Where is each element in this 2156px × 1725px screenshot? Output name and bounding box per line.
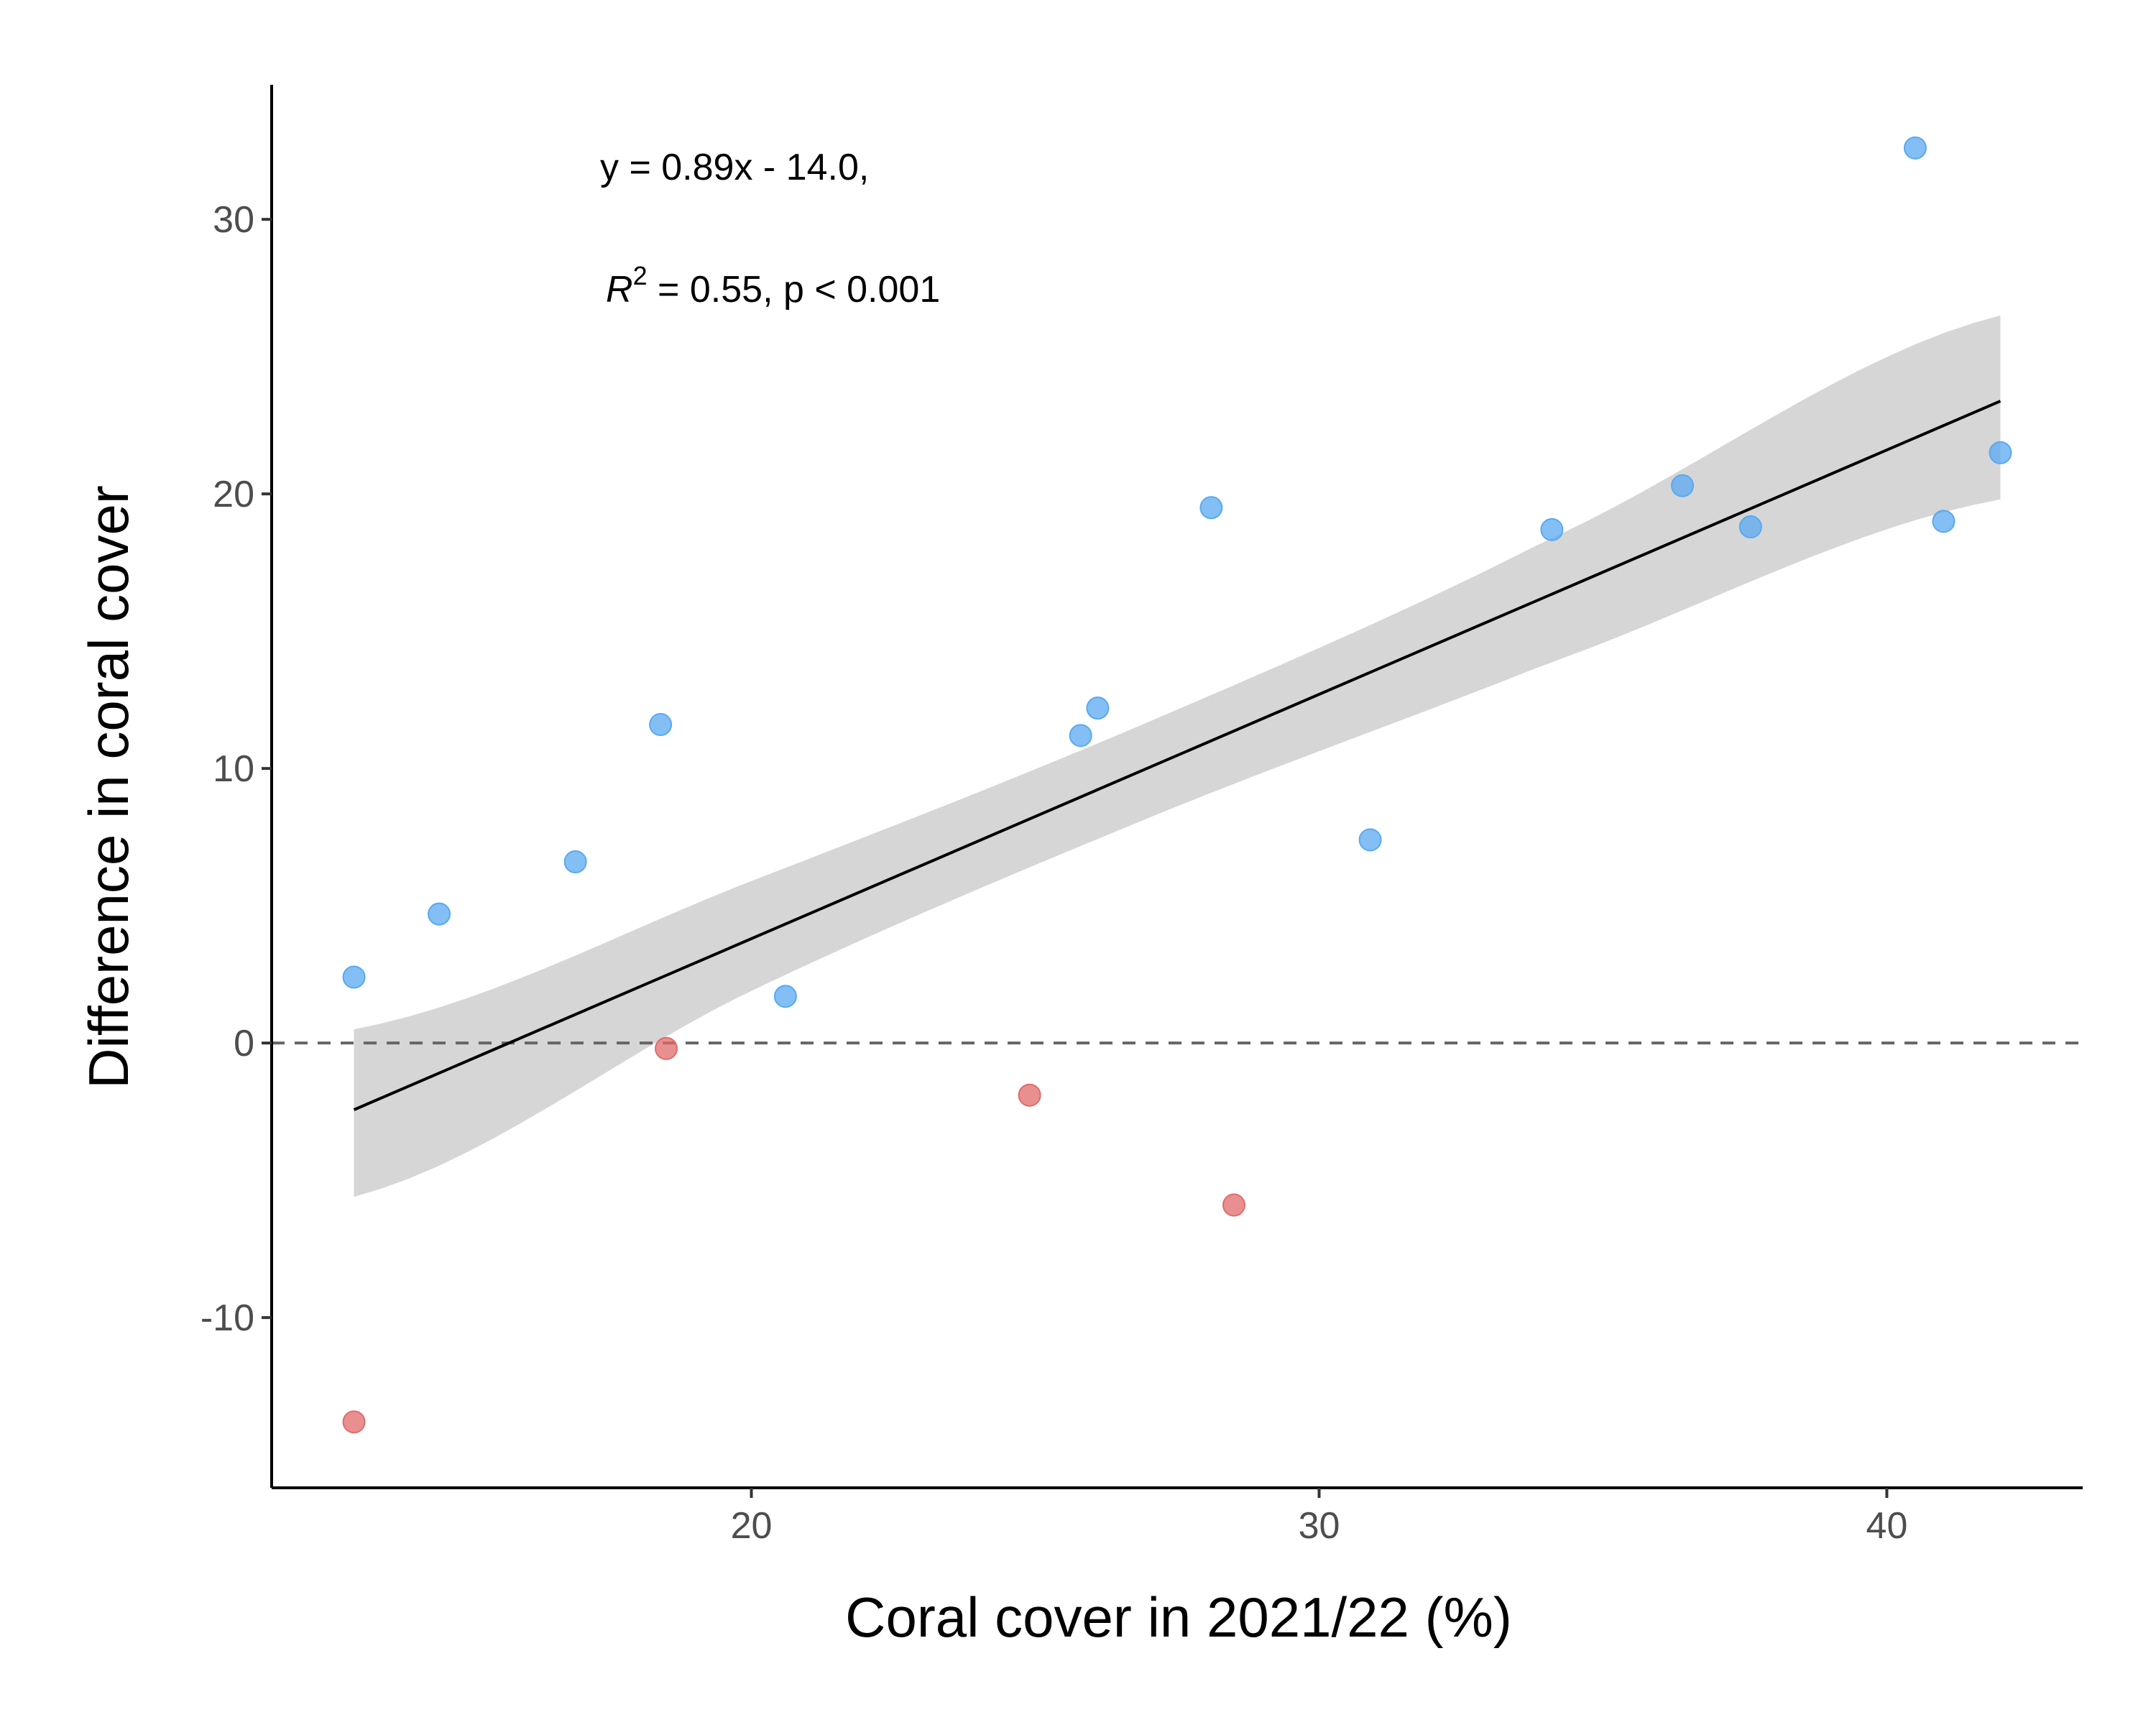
data-points-layer	[342, 136, 2012, 1434]
y-tick-label: 20	[213, 474, 254, 515]
data-point	[428, 902, 451, 926]
r2-statistics: = 0.55, p < 0.001	[648, 269, 941, 310]
equation-annotation: y = 0.89x - 14.0,	[600, 147, 869, 188]
regression-line	[353, 400, 2001, 1111]
data-point	[563, 850, 587, 874]
x-tick-label: 30	[1299, 1505, 1340, 1547]
data-point	[342, 965, 366, 989]
data-point	[1540, 518, 1564, 541]
y-tick-label: 30	[213, 199, 254, 241]
data-point	[342, 1410, 366, 1434]
y-axis-title: Difference in coral cover	[77, 485, 140, 1089]
data-point	[1069, 724, 1092, 748]
data-point	[1086, 696, 1110, 720]
data-point	[1018, 1083, 1041, 1107]
r2-superscript: 2	[633, 261, 648, 290]
y-tick-label: 10	[213, 748, 254, 790]
data-point	[649, 713, 673, 737]
r2-annotation: R2 = 0.55, p < 0.001	[606, 261, 940, 310]
data-point	[1222, 1193, 1245, 1217]
data-point	[1932, 510, 1955, 533]
axes-layer: 20 30 40 -10 0 10 20 30	[201, 85, 2083, 1547]
x-tick-label: 40	[1866, 1505, 1908, 1547]
regression-line-layer	[353, 400, 2001, 1111]
data-point	[1671, 474, 1695, 497]
data-point	[1903, 136, 1927, 160]
data-point	[1738, 515, 1762, 539]
x-axis-title: Coral cover in 2021/22 (%)	[845, 1586, 1512, 1649]
x-tick-label: 20	[731, 1505, 773, 1547]
data-point	[1989, 441, 2012, 464]
data-point	[1358, 828, 1382, 852]
r2-symbol: R	[606, 269, 633, 310]
y-tick-label: 0	[234, 1023, 254, 1064]
y-tick-label: -10	[201, 1297, 254, 1339]
data-point	[773, 985, 797, 1008]
data-point	[655, 1036, 678, 1060]
data-point	[1199, 496, 1223, 520]
